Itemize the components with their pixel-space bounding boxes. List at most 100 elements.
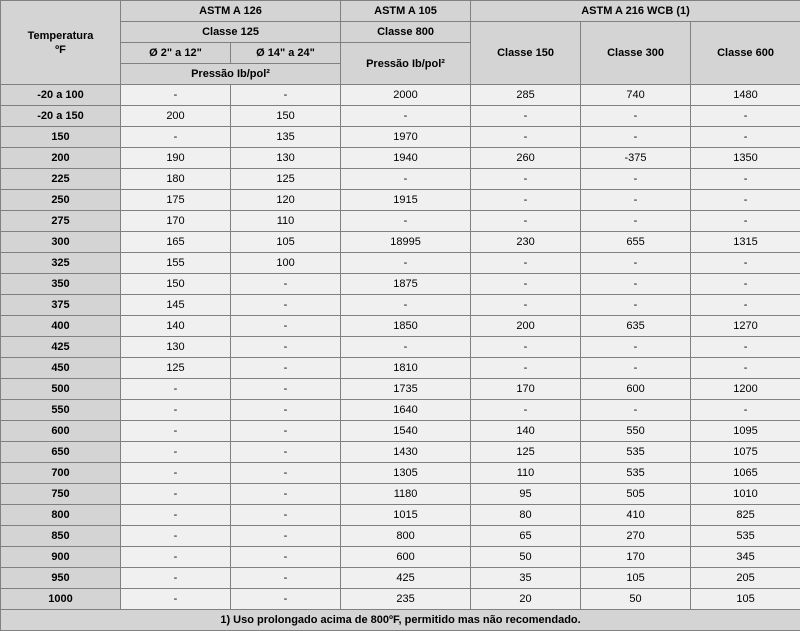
value-cell: - <box>471 169 581 190</box>
footnote-row: 1) Uso prolongado acima de 800ºF, permit… <box>1 610 800 631</box>
value-cell: - <box>231 484 341 505</box>
value-cell: - <box>471 358 581 379</box>
table-row: 450125-1810--- <box>1 358 800 379</box>
value-cell: - <box>121 463 231 484</box>
value-cell: - <box>471 337 581 358</box>
header-classe600: Classe 600 <box>691 22 800 85</box>
value-cell: 1180 <box>341 484 471 505</box>
temp-cell: 900 <box>1 547 121 568</box>
header-diam-2-12: Ø 2" a 12" <box>121 43 231 64</box>
header-press-a126: Pressão Ib/pol² <box>121 64 341 85</box>
temp-cell: 650 <box>1 442 121 463</box>
header-classe800: Classe 800 <box>341 22 471 43</box>
header-diam-14-24: Ø 14" a 24" <box>231 43 341 64</box>
value-cell: - <box>581 169 691 190</box>
header-temperature: Temperatura ºF <box>1 1 121 85</box>
value-cell: 1940 <box>341 148 471 169</box>
value-cell: 825 <box>691 505 800 526</box>
value-cell: - <box>231 505 341 526</box>
value-cell: 125 <box>231 169 341 190</box>
value-cell: 235 <box>341 589 471 610</box>
value-cell: 1970 <box>341 127 471 148</box>
table-header: Temperatura ºF ASTM A 126 ASTM A 105 AST… <box>1 1 800 85</box>
value-cell: 135 <box>231 127 341 148</box>
value-cell: - <box>581 274 691 295</box>
table-row: 325155100---- <box>1 253 800 274</box>
value-cell: 180 <box>121 169 231 190</box>
value-cell: 2000 <box>341 85 471 106</box>
value-cell: - <box>121 505 231 526</box>
value-cell: 105 <box>231 232 341 253</box>
value-cell: 200 <box>121 106 231 127</box>
value-cell: - <box>341 211 471 232</box>
value-cell: - <box>581 190 691 211</box>
value-cell: - <box>691 337 800 358</box>
value-cell: - <box>691 295 800 316</box>
value-cell: 505 <box>581 484 691 505</box>
value-cell: 35 <box>471 568 581 589</box>
value-cell: 95 <box>471 484 581 505</box>
table-row: 550--1640--- <box>1 400 800 421</box>
value-cell: 80 <box>471 505 581 526</box>
value-cell: 170 <box>121 211 231 232</box>
value-cell: 1540 <box>341 421 471 442</box>
value-cell: - <box>231 379 341 400</box>
value-cell: 800 <box>341 526 471 547</box>
value-cell: 1200 <box>691 379 800 400</box>
header-astm-a216: ASTM A 216 WCB (1) <box>471 1 800 22</box>
temp-cell: 1000 <box>1 589 121 610</box>
value-cell: 1010 <box>691 484 800 505</box>
value-cell: - <box>231 442 341 463</box>
pressure-temperature-table: Temperatura ºF ASTM A 126 ASTM A 105 AST… <box>0 0 800 631</box>
table-row: 750--1180955051010 <box>1 484 800 505</box>
value-cell: 1875 <box>341 274 471 295</box>
table-row: 400140-18502006351270 <box>1 316 800 337</box>
temp-cell: -20 a 150 <box>1 106 121 127</box>
value-cell: 125 <box>121 358 231 379</box>
value-cell: 110 <box>231 211 341 232</box>
table-row: 900--60050170345 <box>1 547 800 568</box>
temp-cell: 750 <box>1 484 121 505</box>
value-cell: - <box>121 589 231 610</box>
value-cell: 1270 <box>691 316 800 337</box>
value-cell: - <box>691 400 800 421</box>
value-cell: 1735 <box>341 379 471 400</box>
value-cell: 130 <box>121 337 231 358</box>
value-cell: - <box>471 190 581 211</box>
value-cell: - <box>471 127 581 148</box>
temp-cell: 350 <box>1 274 121 295</box>
temp-cell: 500 <box>1 379 121 400</box>
temp-cell: 700 <box>1 463 121 484</box>
value-cell: 635 <box>581 316 691 337</box>
value-cell: - <box>121 442 231 463</box>
value-cell: 1480 <box>691 85 800 106</box>
value-cell: 205 <box>691 568 800 589</box>
table-row: 600--15401405501095 <box>1 421 800 442</box>
value-cell: - <box>581 211 691 232</box>
value-cell: 50 <box>581 589 691 610</box>
table-row: 950--42535105205 <box>1 568 800 589</box>
value-cell: 1810 <box>341 358 471 379</box>
value-cell: - <box>341 337 471 358</box>
header-astm-a105: ASTM A 105 <box>341 1 471 22</box>
value-cell: - <box>231 568 341 589</box>
value-cell: 550 <box>581 421 691 442</box>
value-cell: - <box>691 106 800 127</box>
value-cell: - <box>581 295 691 316</box>
value-cell: 410 <box>581 505 691 526</box>
value-cell: - <box>341 253 471 274</box>
value-cell: - <box>691 127 800 148</box>
value-cell: - <box>231 316 341 337</box>
value-cell: 155 <box>121 253 231 274</box>
value-cell: - <box>471 400 581 421</box>
value-cell: - <box>231 85 341 106</box>
table-row: 350150-1875--- <box>1 274 800 295</box>
value-cell: - <box>121 127 231 148</box>
temp-cell: 225 <box>1 169 121 190</box>
value-cell: 600 <box>341 547 471 568</box>
temp-label-2: ºF <box>5 43 116 57</box>
value-cell: 110 <box>471 463 581 484</box>
table-row: 425130----- <box>1 337 800 358</box>
value-cell: - <box>231 337 341 358</box>
header-classe300: Classe 300 <box>581 22 691 85</box>
